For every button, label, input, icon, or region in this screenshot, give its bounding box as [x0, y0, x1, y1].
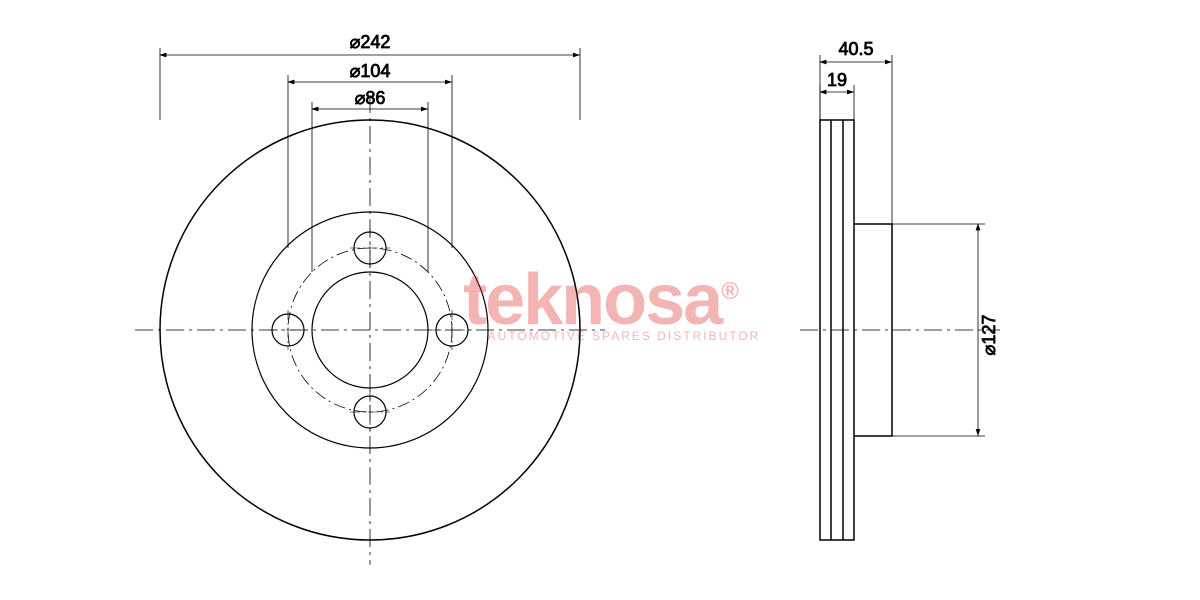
registered-icon: ® — [721, 278, 737, 305]
dimensions: ⌀242 ⌀104 ⌀86 40.5 19 ⌀127 — [160, 32, 999, 436]
side-view — [800, 120, 1000, 540]
dim-step-diameter: ⌀127 — [979, 315, 999, 356]
watermark-subtitle: AUTOMOTIVE SPARES DISTRIBUTOR — [488, 329, 761, 343]
dim-bolt-circle: ⌀104 — [350, 61, 391, 81]
watermark-text: teknosa — [463, 260, 721, 340]
dim-thickness: 19 — [827, 70, 847, 90]
drawing-container: ⌀242 ⌀104 ⌀86 40.5 19 ⌀127 teknosa® AUTO… — [0, 0, 1200, 600]
dim-center-bore: ⌀86 — [355, 88, 386, 108]
dim-outer-diameter: ⌀242 — [350, 32, 391, 52]
dim-depth: 40.5 — [838, 39, 873, 59]
